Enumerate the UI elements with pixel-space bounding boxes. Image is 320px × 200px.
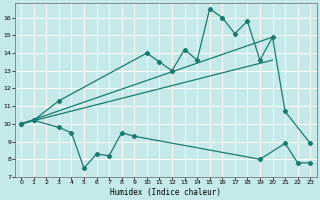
X-axis label: Humidex (Indice chaleur): Humidex (Indice chaleur) bbox=[110, 188, 221, 197]
